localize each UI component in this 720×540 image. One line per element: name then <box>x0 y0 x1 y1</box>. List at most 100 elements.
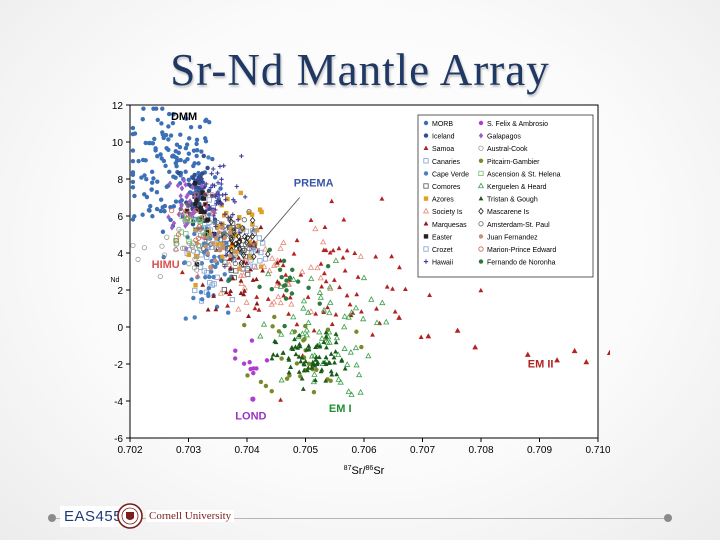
data-point <box>200 282 206 287</box>
data-point <box>263 383 269 389</box>
data-point <box>211 274 216 280</box>
data-point <box>251 370 256 376</box>
data-point <box>158 197 164 202</box>
data-point <box>198 209 203 215</box>
data-point <box>316 289 323 295</box>
data-point <box>241 291 247 297</box>
data-point <box>198 290 204 295</box>
data-point <box>178 157 183 163</box>
data-point <box>155 117 160 123</box>
data-point <box>149 180 155 185</box>
data-point <box>154 190 160 195</box>
data-point <box>183 146 189 151</box>
data-point <box>135 256 141 262</box>
data-point <box>197 264 204 270</box>
data-point <box>142 192 147 197</box>
data-point <box>314 342 320 348</box>
data-point <box>192 231 197 237</box>
data-point <box>159 156 164 161</box>
data-point <box>312 377 318 383</box>
data-point <box>305 294 311 299</box>
data-point <box>286 311 292 316</box>
data-point <box>240 272 247 278</box>
data-point <box>246 246 252 252</box>
data-point <box>262 256 269 262</box>
data-point <box>283 296 289 301</box>
data-point <box>144 194 150 200</box>
data-point <box>184 116 189 121</box>
data-point <box>235 241 241 249</box>
data-point <box>199 297 205 302</box>
legend-label: Canaries <box>432 159 461 166</box>
data-point <box>235 223 241 229</box>
data-point <box>373 254 379 259</box>
data-point <box>192 287 198 294</box>
data-point <box>304 367 310 373</box>
legend-marker <box>422 207 430 214</box>
x-tick-label: 0.709 <box>527 445 552 456</box>
data-point <box>318 335 326 341</box>
legend-item: Austral-Cook <box>478 145 528 153</box>
data-point <box>256 307 262 312</box>
data-point <box>281 258 287 264</box>
data-point <box>199 176 205 182</box>
data-point <box>264 358 270 363</box>
data-point <box>318 261 324 266</box>
data-point <box>203 201 208 207</box>
data-point <box>295 345 301 350</box>
y-tick-label: 4 <box>117 249 123 260</box>
legend-marker <box>423 145 429 150</box>
data-point <box>236 255 242 260</box>
data-point <box>254 248 261 254</box>
data-point <box>313 357 319 362</box>
data-point <box>341 323 348 330</box>
data-point <box>344 248 350 253</box>
data-point <box>247 360 252 365</box>
legend-marker <box>478 246 484 252</box>
data-point <box>321 339 327 344</box>
legend-marker <box>478 221 484 227</box>
data-point <box>193 228 198 233</box>
data-point <box>200 246 206 252</box>
data-point <box>238 278 244 283</box>
data-point <box>340 255 346 260</box>
data-point <box>197 218 203 225</box>
data-point <box>200 190 205 195</box>
data-point <box>524 351 531 357</box>
data-point <box>197 243 203 249</box>
legend-marker <box>423 234 429 239</box>
data-point <box>130 148 136 153</box>
data-point <box>231 233 236 239</box>
data-point <box>197 201 202 207</box>
data-point <box>331 277 337 282</box>
data-point <box>339 358 345 363</box>
data-point <box>294 361 300 366</box>
data-point <box>200 171 205 176</box>
data-point <box>163 163 168 169</box>
data-point <box>237 215 242 220</box>
data-point <box>249 212 255 217</box>
data-point <box>333 331 339 336</box>
data-point <box>183 169 188 174</box>
data-point <box>397 264 402 270</box>
data-point <box>246 313 251 319</box>
data-point <box>209 258 214 264</box>
data-point <box>277 299 284 306</box>
data-point <box>342 268 348 273</box>
data-point <box>246 210 252 216</box>
legend-item: Crozet <box>423 246 453 254</box>
data-point <box>313 311 319 316</box>
data-point <box>220 192 225 198</box>
data-point <box>341 313 348 319</box>
data-point <box>199 182 205 189</box>
data-point <box>177 144 183 150</box>
data-point <box>296 369 302 374</box>
data-point <box>182 245 188 251</box>
data-point <box>294 321 300 327</box>
data-point <box>279 356 284 361</box>
data-point <box>320 238 327 245</box>
x-tick-label: 0.707 <box>410 445 435 456</box>
data-point <box>384 284 390 289</box>
data-point <box>191 295 196 301</box>
data-point <box>298 358 304 364</box>
